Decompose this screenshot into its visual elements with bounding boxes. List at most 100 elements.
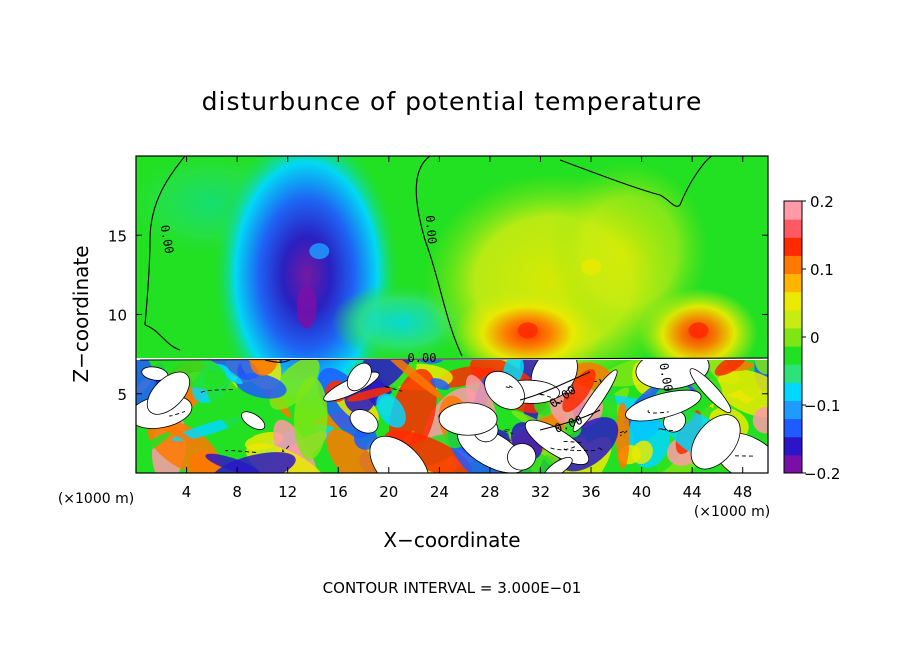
colorbar-ticks: 0.2 0.1 0 −0.1 −0.2 <box>802 193 840 483</box>
colorbar-segment <box>784 454 802 474</box>
eddy-patch <box>632 440 653 465</box>
contour-line-negative <box>550 446 576 451</box>
contour-line-negative <box>537 392 555 400</box>
contour-line <box>519 371 591 401</box>
upper-layer-anomalies <box>136 156 759 425</box>
y-tick-label: 5 <box>117 386 127 404</box>
colorbar-segment <box>784 400 802 420</box>
colorbar-segment <box>784 346 802 365</box>
contour-label: 0.00 <box>423 215 439 245</box>
contour-line <box>139 357 768 361</box>
eddy-patch <box>211 452 296 473</box>
colorbar-segment <box>784 364 802 383</box>
eddy-patch <box>754 358 768 375</box>
contour-line <box>415 156 463 357</box>
contour-line-negative <box>225 449 258 453</box>
colorbar-segment <box>784 291 802 311</box>
contour-label: 0.00 <box>158 224 177 255</box>
colorbar-tick-label: −0.1 <box>804 397 840 415</box>
colorbar-segment <box>784 237 802 256</box>
colorbar-segment <box>784 418 802 438</box>
colorbar-segment <box>784 382 802 401</box>
anomaly-center <box>309 243 330 260</box>
turbulent-boundary-layer <box>136 358 768 473</box>
eddy-core <box>507 443 537 471</box>
y-axis-unit: (×1000 m) <box>58 491 134 507</box>
chart-title: disturbunce of potential temperature <box>202 87 703 116</box>
contour-line <box>539 409 601 431</box>
contour-label: 0.00 <box>408 351 437 365</box>
colorbar-segment <box>784 255 802 275</box>
colorbar-segment <box>784 273 802 293</box>
y-tick-label: 15 <box>108 227 127 245</box>
y-axis-ticks: 5 10 15 <box>108 227 768 404</box>
x-tick-label: 8 <box>232 483 242 501</box>
contour-line-negative <box>563 448 598 451</box>
x-axis-unit: (×1000 m) <box>694 504 770 520</box>
x-tick-label: 32 <box>531 483 550 501</box>
anomaly-center <box>688 322 709 339</box>
plot-field: 0.00 0.000.000.000.000.00 <box>136 156 768 473</box>
eddy-patch <box>376 393 406 428</box>
contour-line-negative <box>502 429 514 434</box>
colorbar-segment <box>784 327 802 347</box>
contour-line-negative <box>563 440 585 444</box>
eddy-patch <box>562 369 596 413</box>
y-tick-label: 10 <box>108 307 127 325</box>
colorbar-tick-label: −0.2 <box>804 465 840 483</box>
eddy-patch <box>269 358 320 410</box>
eddy-core <box>689 368 732 414</box>
anomaly-center <box>296 284 317 329</box>
colorbar-segment <box>784 436 802 456</box>
eddy-patch <box>346 386 393 402</box>
contour-line-negative <box>552 401 563 405</box>
contour-line-negative <box>505 385 513 389</box>
eddy-core <box>625 389 702 422</box>
contour-line-negative <box>619 430 628 437</box>
eddy-patch <box>717 369 768 418</box>
contour-line <box>144 324 181 351</box>
eddy-patch <box>752 407 768 434</box>
contour-line <box>559 156 713 207</box>
x-tick-label: 44 <box>683 483 702 501</box>
y-axis-label: Z−coordinate <box>69 245 93 382</box>
eddy-core <box>572 369 618 432</box>
colorbar-segment <box>784 201 802 220</box>
eddy-patch <box>384 430 473 473</box>
contour-line-negative <box>169 411 186 417</box>
x-axis-label: X−coordinate <box>383 528 520 552</box>
eddy-core <box>241 411 266 430</box>
contour-line-negative <box>597 447 603 451</box>
eddy-core <box>349 409 379 434</box>
contour-line-negative <box>282 445 290 453</box>
eddy-core <box>543 457 573 473</box>
contour-line-negative <box>594 379 602 383</box>
colorbar-segment <box>784 219 802 238</box>
eddy-patch <box>208 358 259 379</box>
colorbar-tick-label: 0 <box>810 329 820 347</box>
x-tick-label: 4 <box>182 483 192 501</box>
x-axis-ticks: 4 8 12 16 20 24 28 32 36 40 44 48 <box>182 156 752 501</box>
contour-line <box>264 359 291 363</box>
contour-line <box>144 156 186 326</box>
x-tick-label: 16 <box>329 483 348 501</box>
colorbar-tick-label: 0.2 <box>810 193 834 211</box>
x-tick-label: 24 <box>430 483 449 501</box>
eddy-core <box>146 371 190 415</box>
x-tick-label: 28 <box>480 483 499 501</box>
eddy-patch <box>204 370 256 439</box>
eddy-core <box>690 414 741 470</box>
anomaly-center <box>581 258 602 275</box>
x-tick-label: 36 <box>581 483 600 501</box>
eddy-patch <box>293 376 328 460</box>
eddy-core <box>346 362 372 392</box>
x-tick-label: 48 <box>733 483 752 501</box>
colorbar <box>783 200 803 474</box>
eddy-patch <box>326 429 379 473</box>
eddy-patch <box>235 373 287 399</box>
contour-line-negative <box>200 389 234 393</box>
anomaly-center <box>517 322 538 339</box>
colorbar-segment <box>784 309 802 329</box>
eddy-core <box>524 419 590 465</box>
